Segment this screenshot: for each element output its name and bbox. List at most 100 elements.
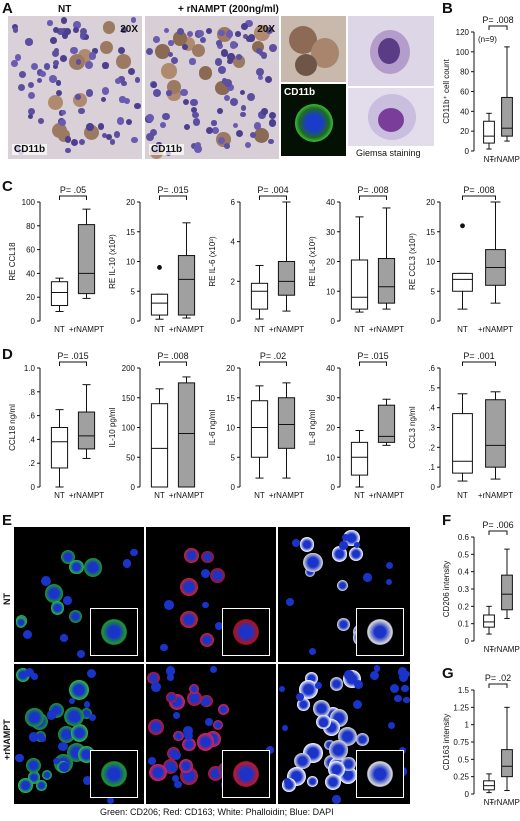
cell [194,145,202,153]
nucleus [163,600,174,610]
y-tick-label: 10 [426,258,435,267]
cell [242,33,248,39]
cell [232,123,238,129]
y-tick-label: 0.75 [453,738,469,747]
cell [196,29,204,37]
cell [71,139,79,147]
cell [18,778,33,794]
cell [227,84,234,91]
cell [83,34,89,40]
cell [153,89,162,98]
cell [217,107,223,114]
box [250,400,269,458]
cell [102,87,110,95]
y-tick-label: 1.25 [453,703,469,712]
cell [47,20,53,26]
cell [253,25,270,41]
cell [15,617,27,628]
nucleus [265,745,275,755]
cell [254,128,270,144]
box [150,293,169,316]
cell [307,776,319,787]
box [501,96,513,137]
cell [53,47,59,53]
cell [134,102,141,110]
box [483,614,495,628]
panel-a-nt-title: NT [58,4,72,15]
box [377,404,396,443]
nucleus [76,650,86,659]
nucleus [373,665,381,673]
x-tick-label: +rNAMPT [169,325,204,334]
cell [149,129,157,137]
y-tick-label: 40 [460,107,469,116]
cell [192,118,201,126]
chart-c-il6: 0 2 4 6 RE IL-6 (x10³) NT +rNAMPT P= .004 [208,185,304,334]
significance-bracket [488,25,508,30]
y-tick-label: .2 [428,443,435,452]
cell [199,633,214,648]
cell [71,724,89,742]
nucleus [291,539,301,548]
cell [236,54,243,61]
y-tick-label: 0 [431,483,436,492]
cell [218,704,229,715]
y-tick-label: .8 [28,388,35,397]
chart-d-ccl18: 0 .2 .4 .6 .8 1.0 CCL18 ng/ml NT +rNAMPT P= .015 [8,351,104,500]
nucleus [183,726,193,737]
cell [212,720,223,731]
cell [235,31,241,38]
y-tick-label: 20 [460,127,469,136]
x-tick-label: +rNAMPT [489,645,520,654]
cell [92,48,98,54]
nucleus [147,757,156,766]
cell [60,54,68,62]
significance-bracket [462,361,496,366]
cell [190,98,198,107]
cell [336,617,350,631]
x-tick-label: +rNAMPT [269,491,304,500]
cell [211,120,217,126]
nucleus [398,673,408,683]
cell [223,94,231,102]
cell [113,131,121,138]
x-tick-label: NT [54,325,65,334]
nucleus [59,762,70,772]
cell [172,730,184,742]
y-axis-label: IL-8 ng/ml [308,409,317,445]
cell [260,52,267,59]
nucleus [353,700,363,710]
x-tick-label: NT [254,325,265,334]
cell [297,698,310,712]
cell [51,49,60,58]
giemsa-staining-label: Giemsa staining [356,148,421,158]
cell [349,547,364,562]
chart-g: 0 0.25 0.5 0.75 1 1.25 1.5 CD163 intensity NT+rN… [442,673,520,807]
nucleus [354,680,364,690]
cell [218,136,226,144]
box [501,574,513,611]
cell [232,55,246,68]
cell [254,122,262,130]
y-tick-label: 40 [326,198,335,207]
cell [134,77,141,83]
nucleus [160,643,168,651]
y-tick-label: .3 [428,424,435,433]
magnification-label: 20X [120,24,138,35]
micrograph-cd11b-zoom [281,16,346,82]
y-tick-label: 5 [431,287,436,296]
cell [102,62,109,69]
cell [241,23,248,31]
nucleus [165,665,176,676]
cell [239,90,246,96]
inset-zoom [356,750,404,798]
cell [218,65,227,74]
significance-bracket [59,195,87,200]
cell [75,59,82,65]
cell [121,80,128,87]
cell [27,108,35,116]
nucleus [46,710,57,720]
nucleus [342,533,350,542]
y-axis-label: CCL18 ng/ml [8,404,17,451]
y-tick-label: 20 [326,258,335,267]
